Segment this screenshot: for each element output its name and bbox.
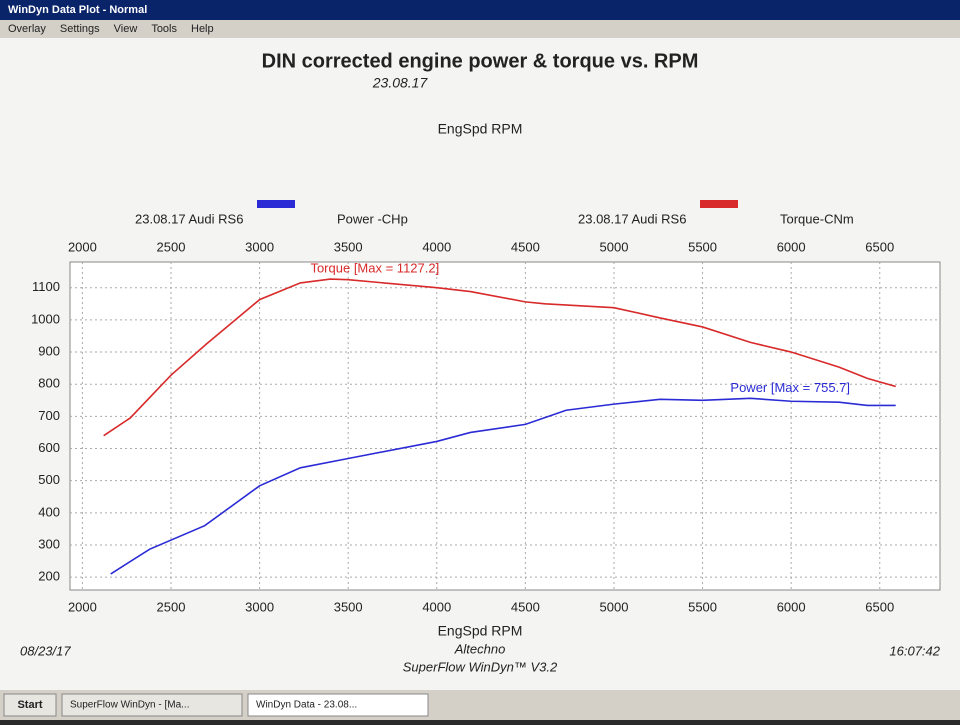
start-label: Start [17, 699, 42, 711]
x2-tick-label: 4500 [511, 239, 540, 254]
footer-time: 16:07:42 [889, 643, 940, 658]
taskbar-item-label: WinDyn Data - 23.08... [256, 700, 357, 711]
legend-label: Torque-CNm [780, 211, 854, 226]
x-tick-label: 2000 [68, 599, 97, 614]
x2-tick-label: 6500 [865, 239, 894, 254]
x2-tick-label: 2500 [157, 239, 186, 254]
x2-tick-label: 3500 [334, 239, 363, 254]
x2-tick-label: 2000 [68, 239, 97, 254]
legend-label: Power -CHp [337, 211, 408, 226]
legend-swatch [700, 200, 738, 208]
x2-tick-label: 5500 [688, 239, 717, 254]
plot-area [69, 261, 941, 591]
series-line [110, 397, 896, 575]
y-tick-label: 500 [38, 472, 60, 487]
footer-company: Altechno [454, 641, 506, 656]
y-tick-label: 300 [38, 536, 60, 551]
x2-tick-label: 3000 [245, 239, 274, 254]
y-tick-label: 900 [38, 343, 60, 358]
x-tick-label: 5000 [600, 599, 629, 614]
start-button[interactable] [3, 693, 57, 717]
title-bar [0, 0, 960, 20]
taskbar-item[interactable] [61, 693, 243, 717]
x-tick-label: 2500 [157, 599, 186, 614]
y-tick-label: 400 [38, 504, 60, 519]
y-tick-label: 700 [38, 408, 60, 423]
menu-item[interactable]: View [114, 23, 138, 35]
menu-item[interactable]: Tools [151, 23, 177, 35]
y-tick-label: 1000 [31, 311, 60, 326]
legend-swatch [257, 200, 295, 208]
footer-date: 08/23/17 [20, 643, 71, 658]
x-tick-label: 3500 [334, 599, 363, 614]
series-line [103, 278, 896, 437]
chart-subtitle: 23.08.17 [372, 75, 429, 91]
x-tick-label: 6000 [777, 599, 806, 614]
window-title: WinDyn Data Plot - Normal [8, 4, 147, 16]
taskbar-item-label: SuperFlow WinDyn - [Ma... [70, 700, 189, 711]
x-axis-label: EngSpd RPM [438, 623, 523, 639]
chart-title: DIN corrected engine power & torque vs. … [262, 50, 699, 72]
x2-tick-label: 5000 [600, 239, 629, 254]
series-annotation: Power [Max = 755.7] [730, 380, 850, 395]
x2-tick-label: 6000 [777, 239, 806, 254]
y-tick-label: 1100 [32, 279, 60, 294]
taskbar-item[interactable] [247, 693, 429, 717]
footer-software: SuperFlow WinDyn™ V3.2 [403, 659, 558, 674]
x-tick-label: 6500 [865, 599, 894, 614]
x-tick-label: 4000 [422, 599, 451, 614]
x2-axis-label: EngSpd RPM [438, 121, 523, 137]
legend-prefix: 23.08.17 Audi RS6 [135, 211, 243, 226]
x-tick-label: 5500 [688, 599, 717, 614]
y-tick-label: 800 [38, 376, 60, 391]
y-tick-label: 600 [38, 440, 60, 455]
menu-item[interactable]: Overlay [8, 23, 46, 35]
menu-bar [0, 20, 960, 38]
y-tick-label: 200 [38, 569, 60, 584]
menu-item[interactable]: Settings [60, 23, 100, 35]
x2-tick-label: 4000 [422, 239, 451, 254]
x-tick-label: 3000 [245, 599, 274, 614]
x-tick-label: 4500 [511, 599, 540, 614]
legend-prefix: 23.08.17 Audi RS6 [578, 211, 686, 226]
series-annotation: Torque [Max = 1127.2] [310, 260, 439, 275]
menu: Overlay Settings View Tools Help [8, 23, 214, 35]
menu-item[interactable]: Help [191, 23, 214, 35]
